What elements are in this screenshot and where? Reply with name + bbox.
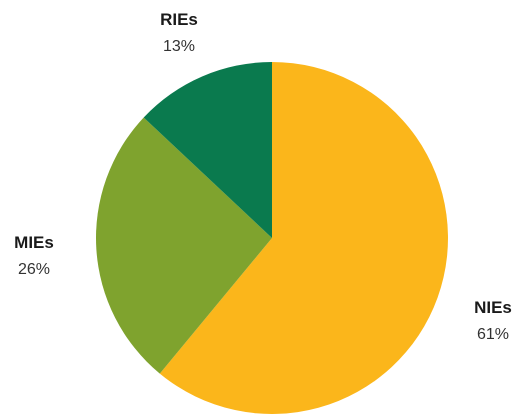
slice-percent-mies: 26% [18,261,50,278]
slice-name-ries: RIEs [160,10,198,29]
slice-name-nies: NIEs [474,298,512,317]
slice-percent-ries: 13% [163,38,195,55]
slice-label-mies: MIEs 26% [14,233,54,278]
pie-slices [95,62,448,414]
slice-name-mies: MIEs [14,233,54,252]
slice-label-nies: NIEs 61% [474,298,512,343]
slice-label-ries: RIEs 13% [160,10,198,55]
slice-percent-nies: 61% [477,326,509,343]
pie-slice-nies [159,62,448,414]
pie-slice-mies [95,117,273,374]
pie-slice-ries [143,62,272,238]
